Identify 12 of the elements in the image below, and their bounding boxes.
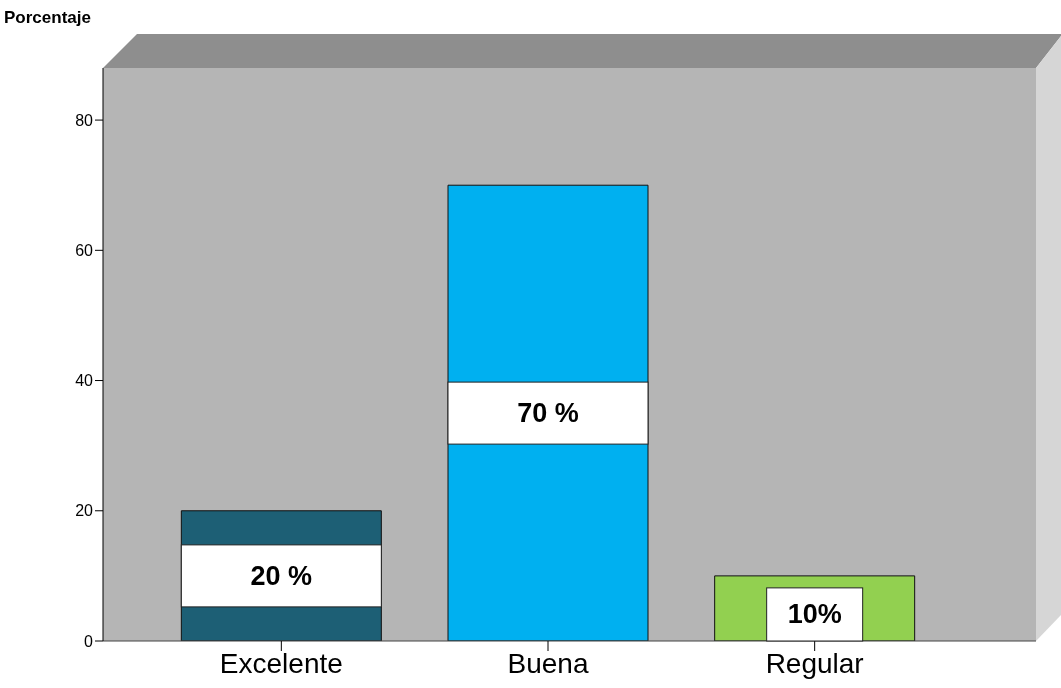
y-axis-title: Porcentaje xyxy=(4,8,91,28)
y-tick-label: 60 xyxy=(75,242,94,259)
x-tick-label: Buena xyxy=(507,647,589,679)
x-tick-label: Regular xyxy=(765,647,864,679)
data-label: 10% xyxy=(787,599,842,630)
y-tick-label: 20 xyxy=(75,502,94,520)
y-tick-label: 0 xyxy=(84,632,94,650)
data-label: 20 % xyxy=(250,560,313,591)
x-tick-label: Excelente xyxy=(219,647,343,679)
y-tick-label: 40 xyxy=(75,372,94,390)
y-tick-label: 80 xyxy=(75,111,94,129)
data-label: 70 % xyxy=(517,398,579,429)
